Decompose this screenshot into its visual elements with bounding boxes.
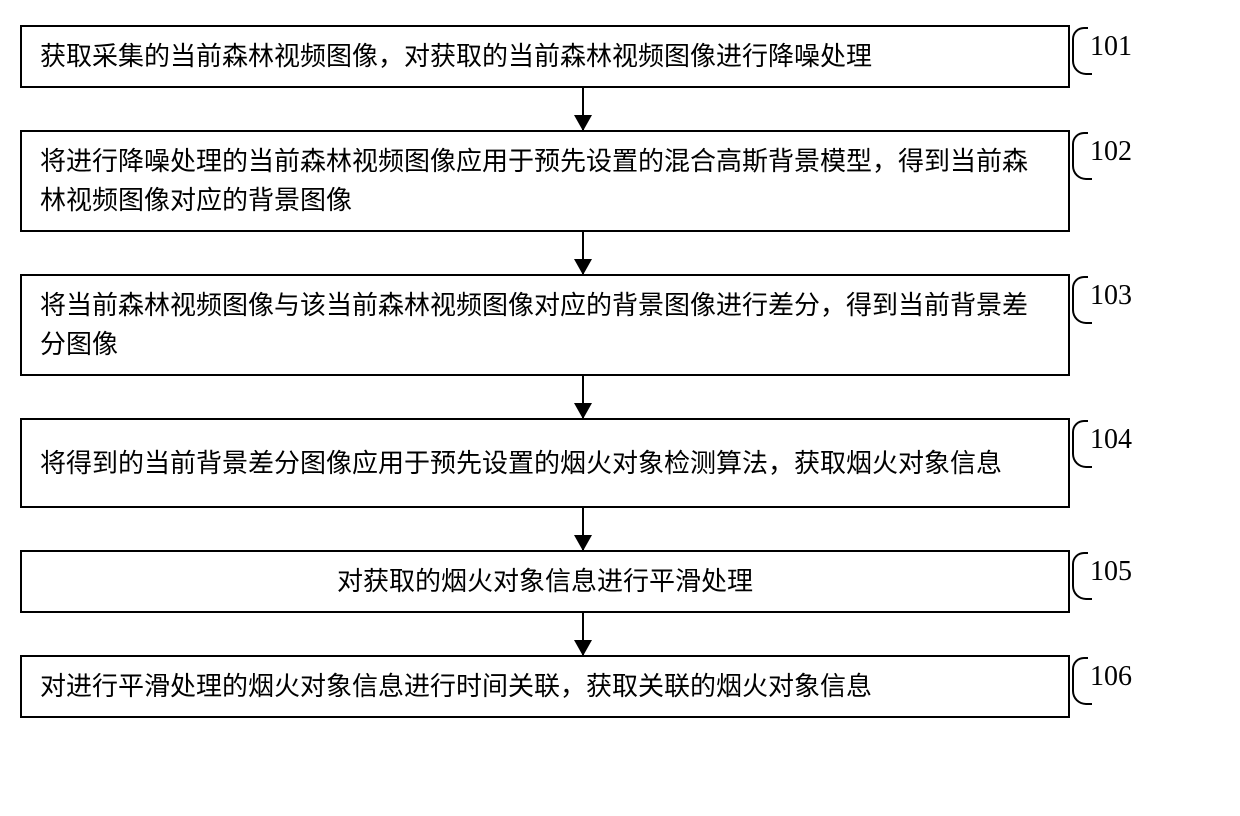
flowchart-step: 将进行降噪处理的当前森林视频图像应用于预先设置的混合高斯背景模型，得到当前森林视… bbox=[20, 130, 1220, 232]
step-box-104: 将得到的当前背景差分图像应用于预先设置的烟火对象检测算法，获取烟火对象信息 bbox=[20, 418, 1070, 508]
arrow-icon bbox=[582, 232, 584, 274]
step-text: 将得到的当前背景差分图像应用于预先设置的烟火对象检测算法，获取烟火对象信息 bbox=[40, 444, 1002, 483]
bracket-icon bbox=[1072, 294, 1092, 324]
bracket-icon bbox=[1072, 45, 1092, 75]
step-label-102: 102 bbox=[1090, 130, 1132, 168]
step-id: 104 bbox=[1090, 424, 1132, 455]
step-box-106: 对进行平滑处理的烟火对象信息进行时间关联，获取关联的烟火对象信息 bbox=[20, 655, 1070, 718]
step-text: 将当前森林视频图像与该当前森林视频图像对应的背景图像进行差分，得到当前背景差分图… bbox=[40, 286, 1050, 364]
arrow-icon bbox=[582, 508, 584, 550]
arrow-icon bbox=[582, 88, 584, 130]
step-id: 106 bbox=[1090, 661, 1132, 692]
step-label-104: 104 bbox=[1090, 418, 1132, 456]
step-box-101: 获取采集的当前森林视频图像，对获取的当前森林视频图像进行降噪处理 bbox=[20, 25, 1070, 88]
flowchart-step: 获取采集的当前森林视频图像，对获取的当前森林视频图像进行降噪处理 101 bbox=[20, 25, 1220, 88]
flowchart-step: 将得到的当前背景差分图像应用于预先设置的烟火对象检测算法，获取烟火对象信息 10… bbox=[20, 418, 1220, 508]
arrow-icon bbox=[582, 376, 584, 418]
flowchart-step: 对获取的烟火对象信息进行平滑处理 105 bbox=[20, 550, 1220, 613]
flowchart-container: 获取采集的当前森林视频图像，对获取的当前森林视频图像进行降噪处理 101 将进行… bbox=[20, 25, 1220, 718]
step-label-103: 103 bbox=[1090, 274, 1132, 312]
arrow-icon bbox=[582, 613, 584, 655]
bracket-icon bbox=[1072, 675, 1092, 705]
step-id: 103 bbox=[1090, 280, 1132, 311]
step-text: 对获取的烟火对象信息进行平滑处理 bbox=[337, 562, 753, 601]
flowchart-step: 对进行平滑处理的烟火对象信息进行时间关联，获取关联的烟火对象信息 106 bbox=[20, 655, 1220, 718]
step-box-105: 对获取的烟火对象信息进行平滑处理 bbox=[20, 550, 1070, 613]
bracket-icon bbox=[1072, 150, 1092, 180]
step-label-101: 101 bbox=[1090, 25, 1132, 63]
step-id: 102 bbox=[1090, 136, 1132, 167]
bracket-icon bbox=[1072, 438, 1092, 468]
step-text: 获取采集的当前森林视频图像，对获取的当前森林视频图像进行降噪处理 bbox=[40, 37, 872, 76]
step-id: 101 bbox=[1090, 31, 1132, 62]
step-label-106: 106 bbox=[1090, 655, 1132, 693]
step-box-103: 将当前森林视频图像与该当前森林视频图像对应的背景图像进行差分，得到当前背景差分图… bbox=[20, 274, 1070, 376]
step-text: 将进行降噪处理的当前森林视频图像应用于预先设置的混合高斯背景模型，得到当前森林视… bbox=[40, 142, 1050, 220]
step-box-102: 将进行降噪处理的当前森林视频图像应用于预先设置的混合高斯背景模型，得到当前森林视… bbox=[20, 130, 1070, 232]
flowchart-step: 将当前森林视频图像与该当前森林视频图像对应的背景图像进行差分，得到当前背景差分图… bbox=[20, 274, 1220, 376]
step-label-105: 105 bbox=[1090, 550, 1132, 588]
step-text: 对进行平滑处理的烟火对象信息进行时间关联，获取关联的烟火对象信息 bbox=[40, 667, 872, 706]
bracket-icon bbox=[1072, 570, 1092, 600]
step-id: 105 bbox=[1090, 556, 1132, 587]
